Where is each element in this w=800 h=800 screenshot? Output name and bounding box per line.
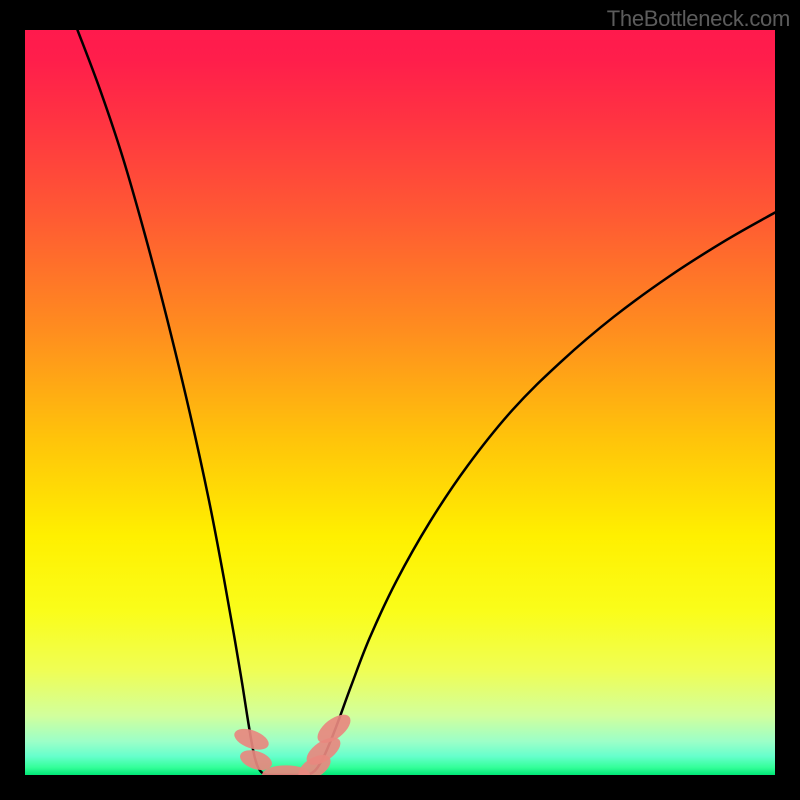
marker-capsule xyxy=(232,725,272,754)
plot-area xyxy=(25,30,775,775)
watermark-text: TheBottleneck.com xyxy=(607,6,790,32)
highlight-markers xyxy=(25,30,775,775)
